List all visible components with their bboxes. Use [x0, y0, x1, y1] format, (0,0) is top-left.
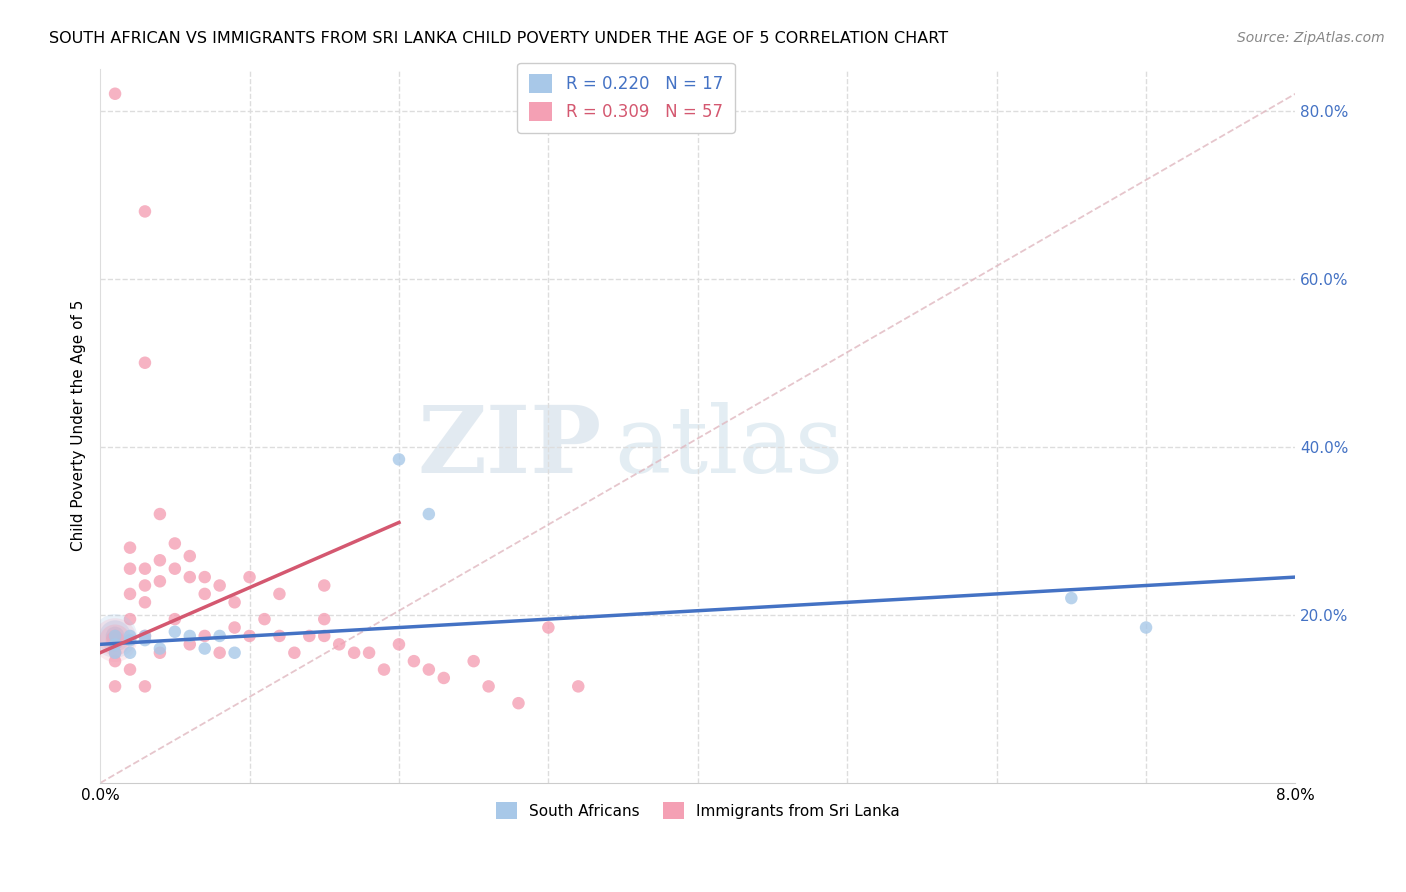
Point [433, 671, 456, 685]
Point [104, 654, 127, 668]
Point [328, 637, 350, 651]
Point [163, 536, 186, 550]
Point [118, 646, 141, 660]
Point [134, 204, 156, 219]
Point [104, 637, 127, 651]
Point [343, 646, 366, 660]
Text: ZIP: ZIP [418, 402, 602, 492]
Point [359, 646, 381, 660]
Point [118, 541, 141, 555]
Point [179, 629, 201, 643]
Point [283, 646, 305, 660]
Point [134, 595, 156, 609]
Point [134, 629, 156, 643]
Point [118, 629, 141, 643]
Point [388, 452, 411, 467]
Point [418, 663, 440, 677]
Point [179, 637, 201, 651]
Point [208, 646, 231, 660]
Point [104, 87, 127, 101]
Point [402, 654, 425, 668]
Point [224, 621, 246, 635]
Point [1135, 621, 1157, 635]
Text: Source: ZipAtlas.com: Source: ZipAtlas.com [1237, 31, 1385, 45]
Point [163, 624, 186, 639]
Point [478, 679, 501, 693]
Point [118, 633, 141, 648]
Point [104, 633, 127, 648]
Point [388, 637, 411, 651]
Point [104, 629, 127, 643]
Point [314, 629, 336, 643]
Point [194, 587, 217, 601]
Point [118, 562, 141, 576]
Point [269, 629, 291, 643]
Point [314, 612, 336, 626]
Text: SOUTH AFRICAN VS IMMIGRANTS FROM SRI LANKA CHILD POVERTY UNDER THE AGE OF 5 CORR: SOUTH AFRICAN VS IMMIGRANTS FROM SRI LAN… [49, 31, 948, 46]
Point [104, 633, 127, 648]
Point [208, 578, 231, 592]
Point [194, 641, 217, 656]
Point [269, 587, 291, 601]
Point [104, 646, 127, 660]
Point [118, 587, 141, 601]
Point [194, 570, 217, 584]
Point [1060, 591, 1083, 606]
Point [149, 646, 172, 660]
Point [224, 595, 246, 609]
Point [163, 612, 186, 626]
Point [208, 629, 231, 643]
Point [118, 663, 141, 677]
Y-axis label: Child Poverty Under the Age of 5: Child Poverty Under the Age of 5 [72, 300, 86, 551]
Point [224, 646, 246, 660]
Point [118, 612, 141, 626]
Point [134, 629, 156, 643]
Point [104, 629, 127, 643]
Point [134, 356, 156, 370]
Point [418, 507, 440, 521]
Point [104, 629, 127, 643]
Legend: South Africans, Immigrants from Sri Lanka: South Africans, Immigrants from Sri Lank… [489, 796, 905, 825]
Point [104, 629, 127, 643]
Point [104, 629, 127, 643]
Point [314, 578, 336, 592]
Text: atlas: atlas [614, 402, 844, 492]
Point [149, 553, 172, 567]
Point [253, 612, 276, 626]
Point [194, 629, 217, 643]
Point [238, 570, 260, 584]
Point [134, 562, 156, 576]
Point [104, 633, 127, 648]
Point [104, 646, 127, 660]
Point [567, 679, 589, 693]
Point [179, 570, 201, 584]
Point [149, 641, 172, 656]
Point [149, 574, 172, 589]
Point [373, 663, 395, 677]
Point [537, 621, 560, 635]
Point [163, 562, 186, 576]
Point [149, 507, 172, 521]
Point [463, 654, 485, 668]
Point [179, 549, 201, 563]
Point [134, 679, 156, 693]
Point [238, 629, 260, 643]
Point [134, 633, 156, 648]
Point [134, 578, 156, 592]
Point [104, 679, 127, 693]
Point [508, 696, 530, 710]
Point [298, 629, 321, 643]
